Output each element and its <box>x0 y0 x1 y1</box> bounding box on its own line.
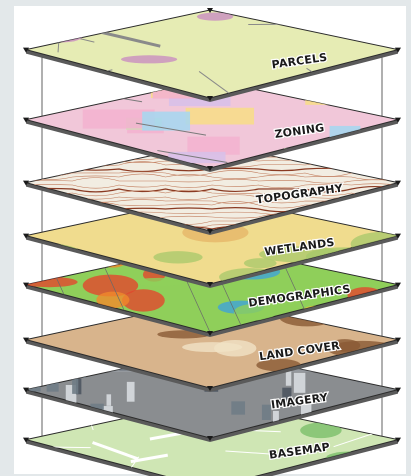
layer-edge <box>26 439 398 476</box>
corner-arrow-icon <box>23 437 29 443</box>
corner-arrow-icon <box>23 337 29 343</box>
corner-arrow-icon <box>207 282 213 287</box>
corner-arrow-icon <box>23 180 29 186</box>
corner-arrow-icon <box>23 387 29 393</box>
corner-arrow-icon <box>207 8 213 13</box>
corner-arrow-icon <box>395 337 401 343</box>
corner-arrow-icon <box>395 117 401 123</box>
corner-arrow-icon <box>207 436 213 441</box>
corner-arrow-icon <box>207 96 213 101</box>
corner-arrow-icon <box>395 47 401 53</box>
layer-parcels: PARCELS <box>23 8 401 102</box>
corner-arrow-icon <box>23 233 29 239</box>
corner-arrow-icon <box>395 387 401 393</box>
corner-arrow-icon <box>395 180 401 186</box>
corner-arrow-icon <box>395 282 401 288</box>
corner-arrow-icon <box>23 117 29 123</box>
corner-arrow-icon <box>395 233 401 239</box>
corner-arrow-icon <box>207 229 213 234</box>
corner-arrow-icon <box>23 282 29 288</box>
layer-surface <box>25 9 399 99</box>
corner-arrow-icon <box>395 437 401 443</box>
corner-arrow-icon <box>23 47 29 53</box>
corner-arrow-icon <box>207 331 213 336</box>
corner-arrow-icon <box>207 386 213 391</box>
corner-arrow-icon <box>207 166 213 171</box>
